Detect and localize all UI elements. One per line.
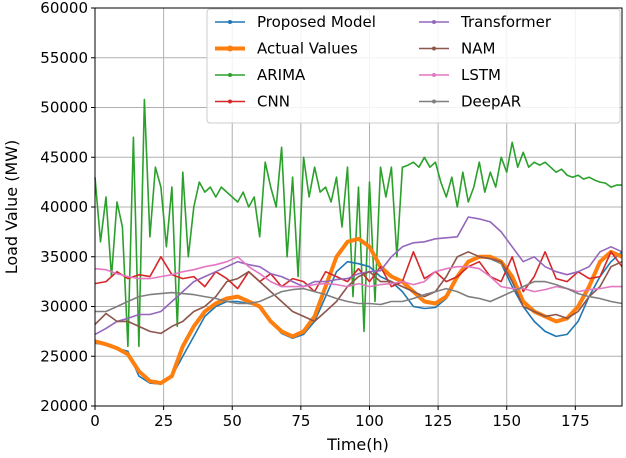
y-tick-label: 35000 <box>40 248 88 266</box>
legend-marker-arima <box>228 73 232 77</box>
ticks: 0 25 50 75 100 125 150 175 20000 25000 30000 35000 4… <box>40 0 589 430</box>
legend-label-nam: NAM <box>461 40 495 58</box>
legend: Proposed Model Actual Values ARIMA CNN Trans… <box>206 8 621 124</box>
legend-label-proposed-model: Proposed Model <box>257 13 376 31</box>
legend-label-lstm: LSTM <box>461 66 501 84</box>
y-tick-label: 60000 <box>40 0 88 17</box>
y-tick-label: 50000 <box>40 99 88 117</box>
x-tick-label: 125 <box>424 412 453 430</box>
legend-marker-cnn <box>228 99 232 104</box>
y-tick-label: 25000 <box>40 347 88 365</box>
legend-marker-proposed-model <box>228 20 232 24</box>
x-axis-label: Time(h) <box>326 435 389 454</box>
x-tick-label: 50 <box>223 412 242 430</box>
series-line-lstm <box>94 255 622 293</box>
y-tick-label: 55000 <box>40 49 88 67</box>
legend-label-actual-values: Actual Values <box>257 40 358 58</box>
x-tick-label: 75 <box>291 412 310 430</box>
legend-marker-actual-values <box>227 45 233 52</box>
legend-label-deepar: DeepAR <box>461 93 521 111</box>
y-tick-label: 45000 <box>40 148 88 166</box>
legend-marker-deepar <box>432 99 436 104</box>
series-line-proposed-model <box>94 251 623 385</box>
legend-marker-transformer <box>432 20 436 24</box>
series-line-nam <box>94 251 623 335</box>
legend-label-arima: ARIMA <box>257 66 306 84</box>
series-line-cnn <box>94 251 623 293</box>
x-tick-label: 100 <box>355 412 384 430</box>
legend-label-transformer: Transformer <box>460 13 552 31</box>
x-tick-label: 25 <box>154 412 173 430</box>
series-line-arima <box>94 98 622 348</box>
series-lines <box>94 98 623 386</box>
y-tick-label: 20000 <box>40 397 88 415</box>
legend-marker-lstm <box>432 73 436 77</box>
series-line-transformer <box>94 216 623 336</box>
y-tick-label: 30000 <box>40 298 88 316</box>
x-tick-label: 150 <box>492 412 521 430</box>
x-tick-label: 0 <box>90 412 100 430</box>
x-tick-label: 175 <box>561 412 590 430</box>
legend-box <box>206 8 621 124</box>
legend-label-cnn: CNN <box>257 93 290 111</box>
y-axis-label: Load Value (MW) <box>2 140 21 275</box>
legend-marker-nam <box>432 46 436 51</box>
series-line-deepar <box>95 280 623 313</box>
y-tick-label: 40000 <box>40 198 88 216</box>
